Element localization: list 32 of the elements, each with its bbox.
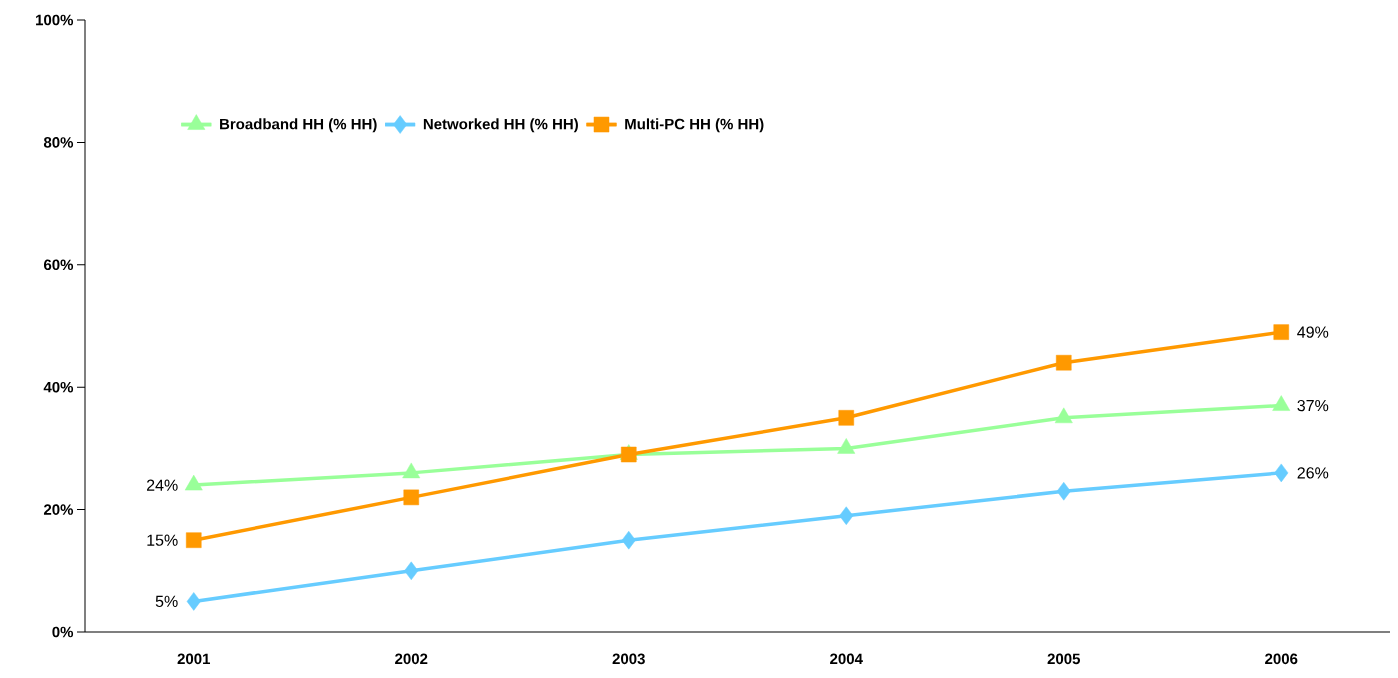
x-tick-label: 2006: [1265, 653, 1298, 665]
point: [186, 532, 202, 548]
y-tick-label: 20%: [43, 504, 74, 515]
point: [1273, 324, 1290, 340]
x-tick-label: 2001: [177, 653, 211, 665]
legend-label: Broadband HH (% HH): [220, 118, 377, 133]
y-tick-label: 40%: [43, 381, 74, 393]
data-label: 15%: [147, 534, 178, 546]
legend-label: Multi-PC HH (% HH): [625, 118, 764, 133]
x-tick-label: 2005: [1047, 653, 1081, 665]
y-tick-label: 80%: [43, 137, 74, 148]
data-label: 5%: [155, 595, 178, 608]
x-tick-label: 2002: [395, 653, 428, 665]
point: [838, 410, 854, 426]
x-tick-label: 2003: [612, 653, 645, 665]
point: [1274, 463, 1289, 483]
data-label: 37%: [1297, 399, 1329, 412]
point: [403, 489, 419, 506]
point: [404, 561, 419, 581]
y-tick-label: 100%: [36, 14, 74, 26]
data-label: 26%: [1297, 467, 1329, 479]
legend-label: Networked HH (% HH): [423, 118, 578, 133]
x-tick-label: 2004: [830, 653, 863, 665]
point: [839, 506, 854, 525]
point: [186, 592, 201, 611]
data-label: 49%: [1297, 326, 1329, 338]
point: [1056, 354, 1072, 371]
point: [1056, 481, 1071, 501]
data-label: 24%: [146, 479, 178, 491]
y-tick-label: 60%: [44, 259, 74, 271]
y-tick-label: 0%: [52, 626, 74, 638]
point: [621, 530, 636, 550]
